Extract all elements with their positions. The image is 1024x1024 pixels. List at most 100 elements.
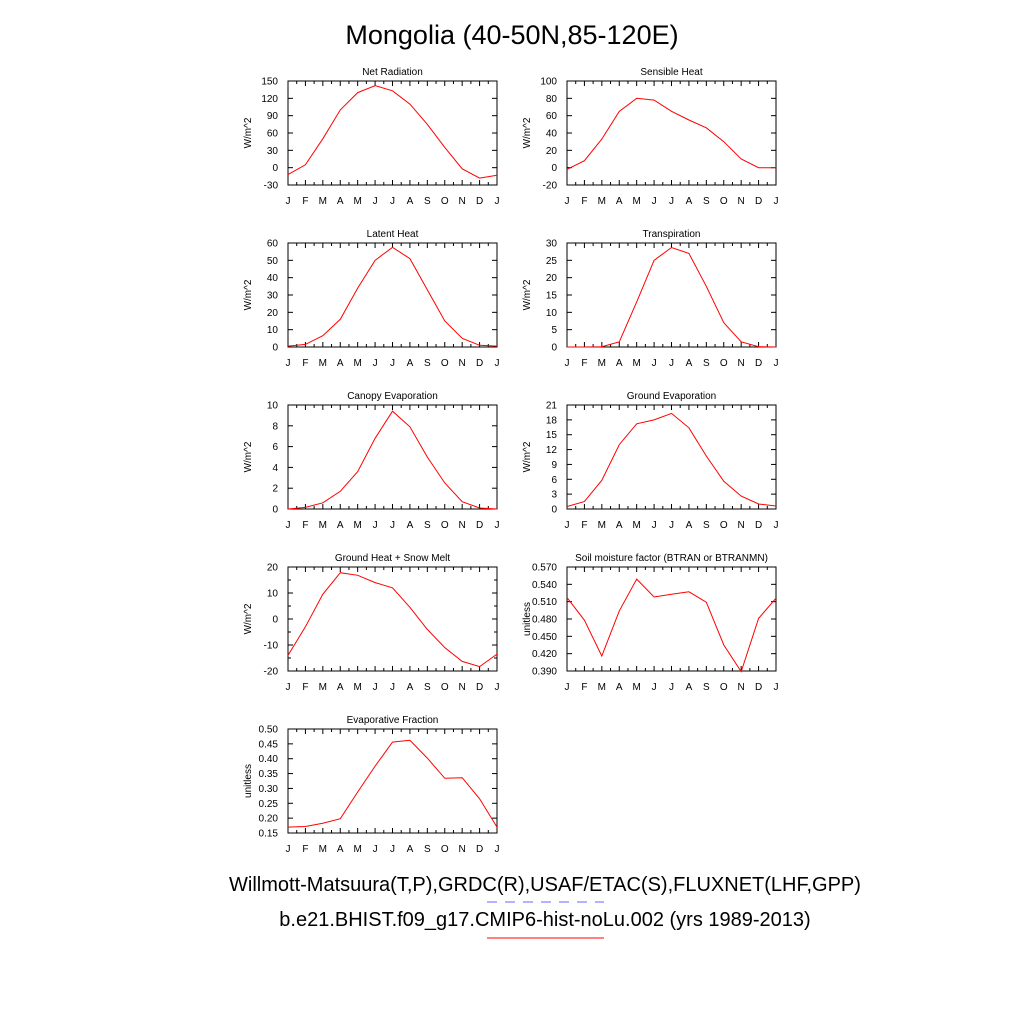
x-tick-label: A	[616, 196, 623, 207]
x-tick-label: N	[738, 196, 745, 207]
x-tick-label: J	[652, 196, 657, 207]
y-tick-label: 40	[546, 129, 558, 140]
x-tick-label: F	[302, 358, 308, 369]
y-tick-label: 90	[267, 111, 279, 122]
x-tick-label: J	[373, 196, 378, 207]
x-tick-label: J	[774, 196, 779, 207]
x-tick-label: F	[302, 682, 308, 693]
x-tick-label: M	[353, 358, 361, 369]
x-tick-label: M	[319, 358, 327, 369]
x-tick-label: J	[373, 520, 378, 531]
y-tick-label: 0.50	[259, 725, 279, 736]
x-tick-label: A	[337, 844, 344, 855]
y-tick-label: 0.450	[532, 632, 557, 643]
x-tick-label: J	[565, 358, 570, 369]
y-tick-label: 0.540	[532, 580, 557, 591]
x-tick-label: J	[669, 358, 674, 369]
x-tick-label: A	[407, 358, 414, 369]
y-tick-label: 10	[546, 308, 558, 319]
x-tick-label: S	[703, 520, 710, 531]
y-tick-label: 0.570	[532, 563, 557, 574]
x-tick-label: S	[424, 358, 431, 369]
x-tick-label: J	[495, 682, 500, 693]
chart-title: Latent Heat	[367, 229, 419, 240]
x-tick-label: N	[459, 196, 466, 207]
x-tick-label: M	[319, 844, 327, 855]
x-tick-label: N	[459, 358, 466, 369]
legend-line1-text: Willmott-Matsuura(T,P),GRDC(R),USAF/ETAC…	[229, 874, 861, 896]
x-tick-label: O	[441, 682, 449, 693]
x-tick-label: S	[424, 844, 431, 855]
x-tick-label: J	[669, 196, 674, 207]
x-tick-label: O	[720, 520, 728, 531]
y-tick-label: -30	[264, 181, 279, 192]
x-tick-label: M	[598, 682, 606, 693]
y-tick-label: 0	[272, 343, 278, 354]
y-tick-label: 0.420	[532, 649, 557, 660]
x-tick-label: A	[616, 358, 623, 369]
x-tick-label: J	[652, 358, 657, 369]
x-tick-label: M	[353, 520, 361, 531]
x-tick-label: S	[424, 682, 431, 693]
x-tick-label: J	[669, 520, 674, 531]
series-line	[566, 412, 777, 507]
y-tick-label: 10	[267, 589, 279, 600]
y-tick-label: 60	[267, 239, 279, 250]
x-tick-label: M	[353, 682, 361, 693]
y-tick-label: 60	[267, 129, 279, 140]
x-tick-label: N	[738, 358, 745, 369]
plot-frame	[287, 566, 498, 672]
series-line	[287, 246, 498, 347]
series-line	[287, 572, 498, 668]
y-tick-label: 0.25	[259, 799, 279, 810]
plot-frame	[566, 242, 777, 348]
series-line	[287, 739, 498, 828]
x-tick-label: J	[390, 196, 395, 207]
x-tick-label: S	[703, 682, 710, 693]
x-tick-label: A	[337, 358, 344, 369]
x-tick-label: N	[459, 682, 466, 693]
x-tick-label: D	[755, 682, 762, 693]
x-tick-label: J	[774, 520, 779, 531]
plot-frame	[287, 728, 498, 834]
y-tick-label: 50	[267, 256, 279, 267]
x-tick-label: J	[373, 844, 378, 855]
x-tick-label: J	[565, 196, 570, 207]
x-tick-label: A	[686, 520, 693, 531]
x-tick-label: J	[565, 682, 570, 693]
x-tick-label: J	[652, 520, 657, 531]
x-tick-label: J	[373, 682, 378, 693]
chart-title: Net Radiation	[362, 67, 423, 78]
x-tick-label: J	[390, 844, 395, 855]
x-tick-label: O	[441, 844, 449, 855]
plot-frame	[287, 80, 498, 186]
y-tick-label: 80	[546, 94, 558, 105]
series-line	[566, 578, 777, 673]
y-tick-label: 12	[546, 445, 558, 456]
y-tick-label: 60	[546, 111, 558, 122]
y-tick-label: 0	[551, 343, 557, 354]
y-tick-label: 0	[551, 163, 557, 174]
x-tick-label: A	[407, 682, 414, 693]
y-tick-label: 18	[546, 415, 558, 426]
x-tick-label: M	[598, 196, 606, 207]
x-tick-label: F	[581, 196, 587, 207]
y-tick-label: 6	[272, 442, 278, 453]
chart-title: Ground Heat + Snow Melt	[335, 553, 451, 564]
y-tick-label: 25	[546, 256, 558, 267]
x-tick-label: A	[337, 682, 344, 693]
y-tick-label: 10	[267, 401, 279, 412]
x-tick-label: A	[686, 682, 693, 693]
x-tick-label: F	[581, 358, 587, 369]
legend: Willmott-Matsuura(T,P),GRDC(R),USAF/ETAC…	[229, 874, 861, 939]
y-tick-label: 120	[261, 94, 278, 105]
x-tick-label: N	[738, 520, 745, 531]
series-line	[566, 97, 776, 170]
x-tick-label: J	[774, 682, 779, 693]
y-tick-label: 20	[267, 308, 279, 319]
